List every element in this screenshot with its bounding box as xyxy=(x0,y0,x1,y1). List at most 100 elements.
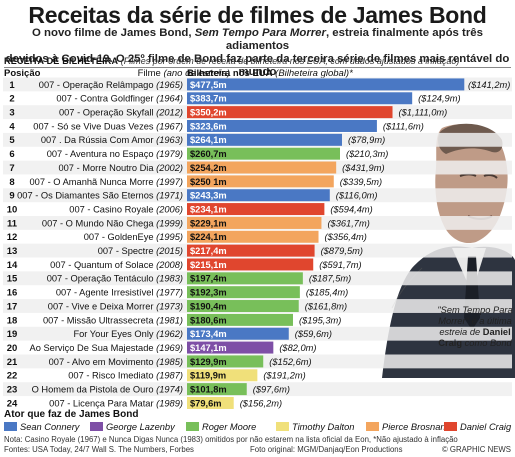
legend-item-roger-moore: Roger Moore xyxy=(186,422,256,432)
global-value-label: ($339,5m) xyxy=(340,177,382,187)
bar xyxy=(187,383,247,396)
bar-value-label: $264,1m xyxy=(190,135,227,145)
rank-label: 11 xyxy=(7,218,18,229)
film-label: 007 - Casino Royale (2006) xyxy=(69,204,183,214)
film-label: 007 - Contra Goldfinger (1964) xyxy=(56,94,183,104)
film-year: (1983) xyxy=(156,274,183,284)
film-title: 007 - Licença Para Matar xyxy=(49,398,156,408)
global-value-label: ($879,5m) xyxy=(321,246,363,256)
legend-label: George Lazenby xyxy=(106,422,175,432)
bar-value-label: $192,3m xyxy=(190,288,227,298)
bar-value-label: $79,6m xyxy=(190,398,222,408)
global-value-label: ($195,3m) xyxy=(299,315,341,325)
rank-label: 3 xyxy=(9,108,14,119)
film-year: (1977) xyxy=(156,288,183,298)
film-label: 007 - Vive e Deixa Morrer (1973) xyxy=(48,301,183,311)
rank-label: 23 xyxy=(7,385,18,396)
bar xyxy=(187,244,315,257)
legend-label: Timothy Dalton xyxy=(292,422,355,432)
film-title: 007 - Agente Irresistível xyxy=(56,288,156,298)
bar-value-label: $260,7m xyxy=(190,149,227,159)
film-label: 007 - Operação Skyfall (2012) xyxy=(59,108,183,118)
bar xyxy=(187,203,325,216)
film-title: 007 - Vive e Deixa Morrer xyxy=(48,301,156,311)
global-value-label: ($156,2m) xyxy=(240,398,282,408)
film-title: 007 - O Mundo Não Chega xyxy=(42,218,156,228)
film-year: (1962) xyxy=(156,329,183,339)
sources-text: Fontes: USA Today, 24/7 Wall S. The Numb… xyxy=(4,445,194,454)
film-title: 007 - GoldenEye xyxy=(84,232,156,242)
film-label: 007 - Os Diamantes São Eternos (1971) xyxy=(17,191,183,201)
rank-label: 9 xyxy=(9,191,14,202)
film-title: 007 - Aventura no Espaço xyxy=(47,149,156,159)
intro-line1-b: , estreia finalmente após três adiamento… xyxy=(225,27,483,52)
bar-value-label: $234,1m xyxy=(190,204,227,214)
global-value-label: ($185,4m) xyxy=(306,288,348,298)
bar xyxy=(187,341,274,354)
legend-swatch xyxy=(276,422,289,431)
film-label: 007 - O Mundo Não Chega (1999) xyxy=(42,218,183,228)
global-value-label: ($161,8m) xyxy=(305,301,347,311)
bar xyxy=(187,119,377,132)
photo-credit: Foto original: MGM/Danjaq/Eon Production… xyxy=(250,445,403,454)
film-title: 007 - Alvo em Movimento xyxy=(49,357,156,367)
global-value-label: ($111,6m) xyxy=(383,121,424,131)
intro-line1-a: O novo filme de James Bond, xyxy=(32,27,195,39)
film-year: (1987) xyxy=(156,371,183,381)
footnotes: Nota: Casino Royale (1967) e Nunca Digas… xyxy=(4,435,511,455)
legend-swatch xyxy=(444,422,457,431)
bar xyxy=(187,369,258,382)
global-value-label: ($187,5m) xyxy=(309,274,351,284)
row-stripe xyxy=(3,382,512,397)
bar-value-label: $101,8m xyxy=(190,385,227,395)
legend-item-sean-connery: Sean Connery xyxy=(4,422,79,432)
rank-label: 4 xyxy=(9,121,15,132)
film-year: (1995) xyxy=(156,232,183,242)
bar xyxy=(187,189,330,202)
film-title: 007 - Os Diamantes São Eternos xyxy=(17,191,156,201)
film-year: (2006) xyxy=(156,204,183,214)
bar-value-label: $129,9m xyxy=(190,357,227,367)
intro-film-title: Sem Tempo Para Morrer xyxy=(194,27,326,39)
bar-value-label: $147,1m xyxy=(190,343,227,353)
film-label: 007 - Operação Tentáculo (1983) xyxy=(47,274,183,284)
bar xyxy=(187,161,337,174)
rank-label: 10 xyxy=(7,204,18,215)
bar xyxy=(187,272,303,285)
bar xyxy=(187,147,340,160)
film-title: Ao Serviço De Sua Majestade xyxy=(30,343,157,353)
legend-item-pierce-brosnan: Pierce Brosnan xyxy=(366,422,446,432)
legend-swatch xyxy=(186,422,199,431)
bar xyxy=(187,355,264,368)
bar-value-label: $229,1m xyxy=(190,218,227,228)
film-title: 007 - Spectre xyxy=(98,246,156,256)
global-value-label: ($191,2m) xyxy=(263,371,305,381)
rank-label: 16 xyxy=(7,288,18,299)
callout-italic: "Sem Tempo Para Morrer" é a última estre… xyxy=(437,305,513,337)
film-title: 007 - Operação Skyfall xyxy=(59,108,156,118)
film-title: 007 - Operação Tentáculo xyxy=(47,274,156,284)
film-label: 007 - Alvo em Movimento (1985) xyxy=(49,357,183,367)
rank-label: 17 xyxy=(7,301,18,312)
film-year: (2008) xyxy=(156,260,183,270)
global-value-label: ($78,9m) xyxy=(348,135,385,145)
bar-value-label: $119,9m xyxy=(190,371,226,381)
film-year: (2015) xyxy=(156,246,183,256)
film-title: For Your Eyes Only xyxy=(73,329,156,339)
film-year: (1973) xyxy=(156,301,183,311)
film-label: 007 - Agente Irresistível (1977) xyxy=(56,288,183,298)
bar-value-label: $250 1m xyxy=(190,177,227,187)
rank-label: 21 xyxy=(7,357,18,368)
film-title: 007 - Risco Imediato xyxy=(68,371,156,381)
film-year: (1971) xyxy=(156,191,183,201)
column-header-box: Bilheteira nos EUA (Bilheteira global)* xyxy=(187,68,515,79)
global-value-label: ($591,7m) xyxy=(319,260,361,270)
column-header-film: Filme (ano de estreia) xyxy=(90,68,230,79)
rank-label: 8 xyxy=(9,177,14,188)
legend-item-george-lazenby: George Lazenby xyxy=(90,422,175,432)
film-label: 007 - O Amanhã Nunca Morre (1997) xyxy=(30,177,183,187)
section-title: RECEITA DE BILHETEIRA xyxy=(4,56,119,66)
intro-line2: devidos à Covid-19. O 25º filme de Bond … xyxy=(5,53,510,78)
film-label: 007 - Spectre (2015) xyxy=(98,246,183,256)
